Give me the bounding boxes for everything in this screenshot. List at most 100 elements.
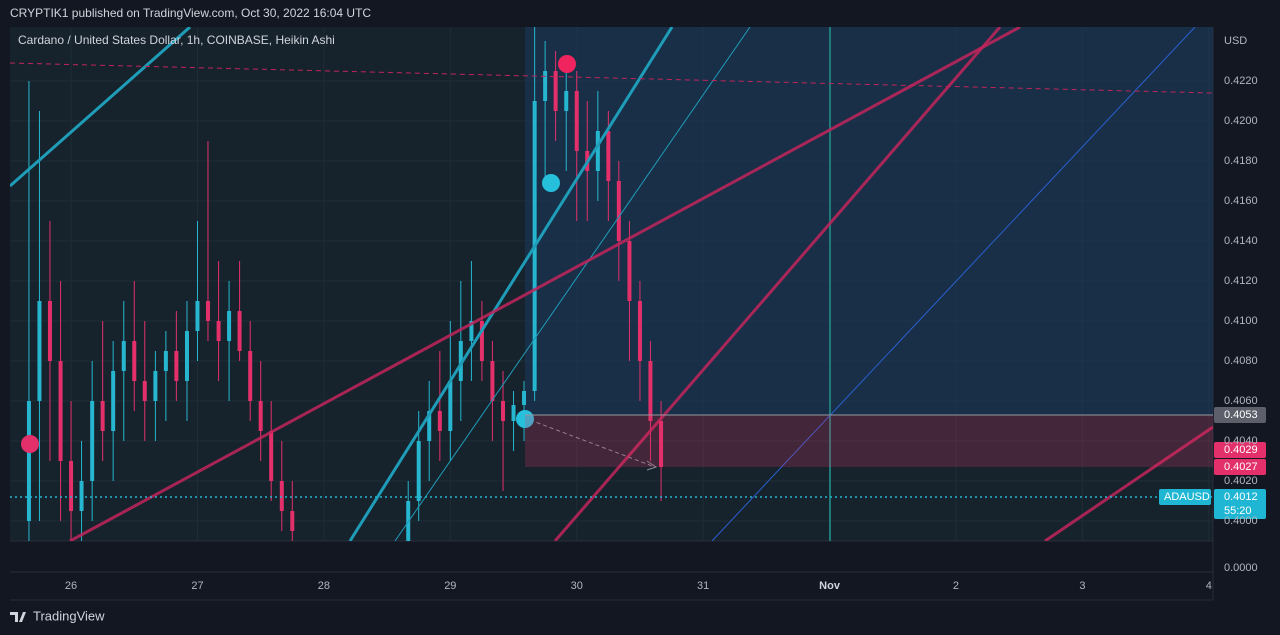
x-tick-label: 29: [444, 580, 456, 592]
trend-line: [69, 27, 1021, 541]
candle-body: [58, 361, 63, 461]
candle-body: [448, 381, 453, 431]
candle-body: [174, 351, 179, 381]
candle-body: [659, 421, 664, 467]
candle-body: [416, 441, 421, 501]
y-tick-label: 0.4080: [1224, 355, 1258, 367]
price-tag: [1214, 489, 1266, 519]
brand: TradingView: [33, 608, 105, 623]
price-tag-label: 0.4053: [1224, 409, 1258, 421]
candle-body: [142, 381, 147, 401]
price-tag-label: 0.4027: [1224, 461, 1258, 473]
candle-body: [258, 401, 263, 431]
currency-label: USD: [1224, 35, 1247, 47]
candle-body: [111, 371, 116, 431]
publisher: CRYPTIK1 published on TradingView.com, O…: [10, 6, 371, 20]
logo-mark: [10, 612, 26, 622]
candle-body: [606, 131, 611, 181]
candle-body: [163, 351, 168, 371]
candle-body: [79, 481, 84, 511]
pane2-tick-label: 0.0000: [1224, 562, 1258, 574]
x-tick-label: 28: [318, 580, 330, 592]
y-tick-label: 0.4160: [1224, 195, 1258, 207]
candle-body: [564, 91, 569, 111]
symbol-tag-label: ADAUSD: [1164, 491, 1210, 503]
candle-body: [501, 401, 506, 421]
trend-line: [553, 27, 1002, 541]
candle-body: [195, 301, 200, 331]
signal-dot: [558, 55, 576, 73]
y-tick-label: 0.4000: [1224, 515, 1258, 527]
candle-body: [26, 401, 31, 521]
candle-body: [637, 301, 642, 361]
x-tick-label: 3: [1079, 580, 1085, 592]
candle-body: [427, 411, 432, 441]
candle-body: [216, 321, 221, 341]
y-tick-label: 0.4200: [1224, 115, 1258, 127]
candle-body: [648, 361, 653, 421]
candle-body: [479, 321, 484, 361]
dashed-line: [10, 62, 1213, 94]
candle-body: [184, 331, 189, 381]
candle-body: [522, 391, 527, 405]
trend-line: [348, 27, 674, 541]
trend-line: [1044, 425, 1213, 541]
candle-body: [458, 341, 463, 381]
projection-box: [525, 27, 1213, 415]
candle-body: [205, 301, 210, 321]
y-tick-label: 0.4100: [1224, 315, 1258, 327]
candle-body: [543, 71, 548, 101]
y-tick-label: 0.4140: [1224, 235, 1258, 247]
countdown: 55:20: [1224, 505, 1252, 517]
candle-body: [595, 131, 600, 171]
lower-pane: [10, 541, 1213, 572]
x-tick-label: 30: [571, 580, 583, 592]
price-tag: [1214, 459, 1266, 475]
candle-body: [237, 311, 242, 351]
candle-body: [90, 401, 95, 481]
x-tick-label: Nov: [819, 580, 841, 592]
arrow-head: [646, 460, 658, 471]
signal-dot: [21, 435, 39, 453]
trend-line: [10, 27, 191, 188]
candles: [26, 27, 664, 541]
candle-body: [553, 71, 558, 111]
y-tick-label: 0.4040: [1224, 435, 1258, 447]
price-tag-label: 0.4029: [1224, 444, 1258, 456]
y-tick-label: 0.4060: [1224, 395, 1258, 407]
candle-body: [153, 371, 158, 401]
y-tick-label: 0.4220: [1224, 75, 1258, 87]
drawings: [10, 27, 1213, 541]
price-tag: [1214, 407, 1266, 423]
x-tick-label: 27: [191, 580, 203, 592]
overlay: 0.4053 0.4029 0.4027 0.4012 55:20 ADAUSD: [10, 407, 1266, 519]
price-tag-label: 0.4012: [1224, 491, 1258, 503]
candle-body: [469, 321, 474, 341]
y-tick-label: 0.4120: [1224, 275, 1258, 287]
price-zone: [525, 415, 1213, 467]
candle-body: [437, 411, 442, 431]
price-tag: [1214, 442, 1266, 458]
projection-arrow: [529, 419, 656, 468]
y-tick-label: 0.4180: [1224, 155, 1258, 167]
symbol-tag: [1159, 489, 1211, 505]
candle-body: [616, 181, 621, 241]
candle-body: [290, 511, 295, 531]
y-tick-label: 0.4020: [1224, 475, 1258, 487]
candle-body: [248, 351, 253, 401]
candle-body: [269, 431, 274, 481]
signal-dot: [542, 174, 560, 192]
symbol-legend: Cardano / United States Dollar, 1h, COIN…: [18, 33, 335, 47]
candle-body: [47, 301, 52, 361]
candle-body: [279, 481, 284, 511]
x-tick-label: 2: [953, 580, 959, 592]
logo: [10, 612, 26, 622]
trend-line: [711, 27, 1196, 541]
candle-body: [227, 311, 232, 341]
x-tick-label: 4: [1206, 580, 1212, 592]
candle-body: [37, 301, 42, 401]
candle-body: [511, 405, 516, 421]
candle-body: [574, 91, 579, 151]
